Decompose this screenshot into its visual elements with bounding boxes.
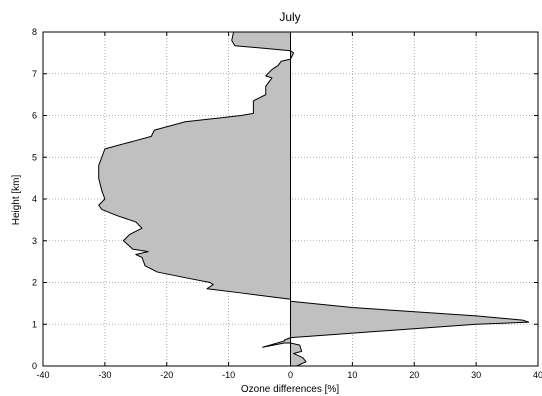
- y-tick-label: 4: [32, 194, 37, 204]
- y-tick-label: 6: [32, 111, 37, 121]
- y-axis-label: Height [km]: [11, 174, 22, 225]
- x-tick-label: 20: [409, 370, 419, 380]
- x-tick-label: 30: [471, 370, 481, 380]
- difference-fill-area: [98, 32, 529, 366]
- x-axis: -40 -30 -20 -10 0 10 20 30 40: [36, 370, 542, 380]
- y-tick-label: 0: [32, 361, 37, 371]
- y-tick-label: 7: [32, 69, 37, 79]
- x-tick-label: 0: [288, 370, 293, 380]
- tick-marks: [42, 31, 539, 367]
- x-tick-label: -30: [98, 370, 111, 380]
- x-tick-label: 10: [347, 370, 357, 380]
- x-axis-label: Ozone differences [%]: [241, 384, 339, 395]
- y-axis: 0 1 2 3 4 5 6 7 8: [32, 27, 37, 371]
- chart-title: July: [279, 10, 300, 24]
- plot-area: [98, 31, 530, 367]
- difference-profile-line: [98, 31, 530, 367]
- x-tick-label: -10: [222, 370, 235, 380]
- x-tick-label: 40: [533, 370, 542, 380]
- y-tick-label: 8: [32, 27, 37, 37]
- y-tick-label: 1: [32, 319, 37, 329]
- x-tick-label: -20: [160, 370, 173, 380]
- y-tick-label: 3: [32, 236, 37, 246]
- x-tick-label: -40: [36, 370, 49, 380]
- y-tick-label: 5: [32, 152, 37, 162]
- y-tick-label: 2: [32, 278, 37, 288]
